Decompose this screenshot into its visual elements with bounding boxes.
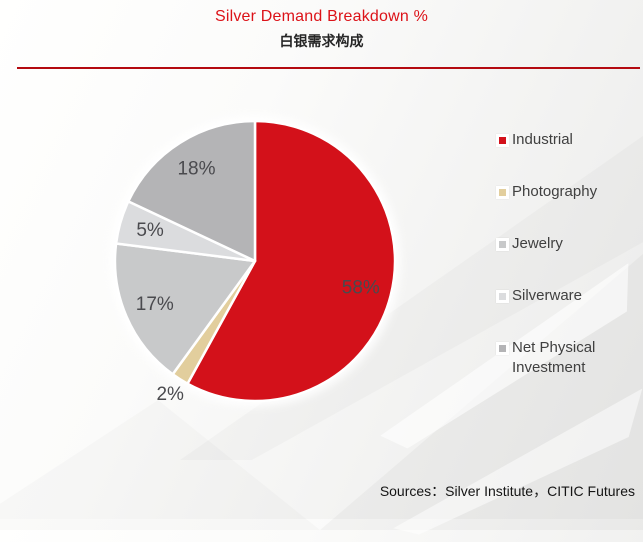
legend-swatch-icon bbox=[496, 342, 509, 355]
page-subtitle: 白银需求构成 bbox=[279, 33, 364, 49]
page-title: Silver Demand Breakdown % bbox=[214, 8, 429, 25]
legend-label: Industrial bbox=[512, 131, 573, 148]
legend-item-net-physical-investment: Net Physical Investment bbox=[496, 338, 636, 378]
sources-note: Sources：Silver Institute，CITIC Futures bbox=[379, 483, 635, 499]
legend-label: Net Physical Investment bbox=[512, 339, 596, 376]
pie-slice-jewelry bbox=[113, 242, 257, 376]
legend-label: Jewelry bbox=[512, 235, 563, 252]
legend-label: Photography bbox=[512, 183, 598, 200]
pie-slices-group bbox=[113, 119, 397, 403]
legend-swatch-icon bbox=[496, 238, 509, 251]
legend-item-industrial: Industrial bbox=[496, 130, 636, 150]
pie-slice-industrial bbox=[186, 119, 397, 403]
slide: { "header": { "title": "Silver Demand Br… bbox=[0, 0, 643, 519]
legend-swatch-icon bbox=[496, 134, 509, 147]
legend-swatch-icon bbox=[496, 290, 509, 303]
title-divider-line bbox=[17, 67, 640, 69]
legend-label: Silverware bbox=[512, 287, 583, 304]
pie-data-label-net-physical-investment: 18% bbox=[177, 158, 215, 179]
pie-slice-net-physical-investment bbox=[127, 119, 257, 263]
legend-item-silverware: Silverware bbox=[496, 286, 636, 306]
pie-chart-container: 58% 2% 17% 5% 18% bbox=[85, 91, 425, 431]
pie-data-label-photography: 2% bbox=[156, 384, 184, 405]
legend-item-photography: Photography bbox=[496, 182, 636, 202]
legend-swatch-icon bbox=[496, 186, 509, 199]
pie-chart: 58% 2% 17% 5% 18% bbox=[109, 115, 401, 407]
legend-item-jewelry: Jewelry bbox=[496, 234, 636, 254]
pie-data-label-silverware: 5% bbox=[136, 220, 164, 241]
chart-legend: Industrial Photography Jewelry Silverware Ne… bbox=[496, 130, 636, 410]
pie-data-label-jewelry: 17% bbox=[136, 294, 174, 315]
pie-labels-group: 58% 2% 17% 5% 18% bbox=[136, 158, 380, 405]
pie-data-label-industrial: 58% bbox=[342, 278, 380, 299]
